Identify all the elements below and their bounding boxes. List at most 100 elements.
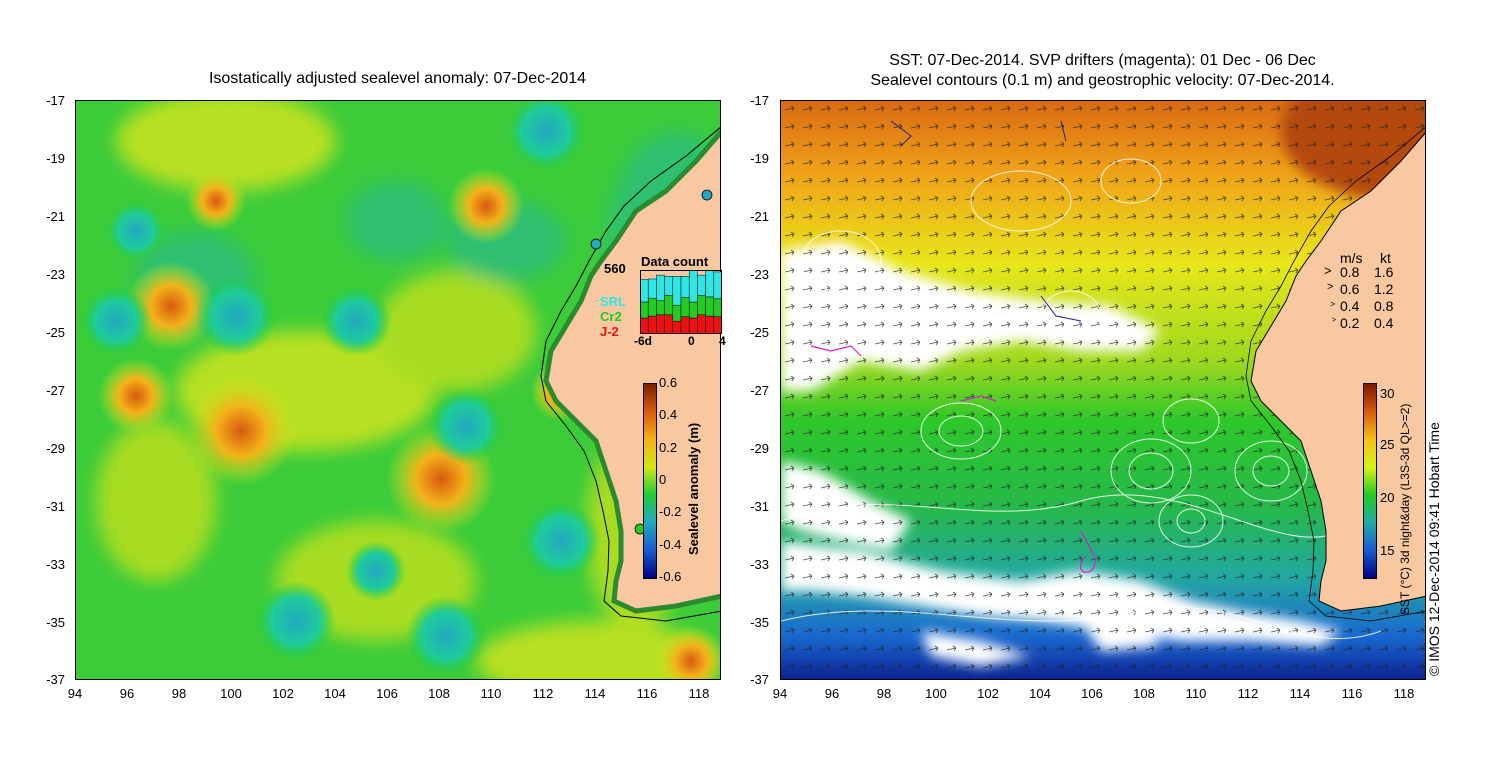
hist-tick: 0 [688,334,695,348]
hist-bar-cr2 [705,296,715,317]
lat-tick: -17 [750,93,769,108]
lon-tick: 112 [532,686,554,701]
cb-tick: 0.6 [659,375,678,390]
cb-tick: 20 [1380,490,1395,505]
lon-tick: 118 [1393,686,1415,701]
hist-bar-j2 [705,315,715,334]
cb-tick: 0.4 [659,407,678,422]
hist-bar-j2 [647,315,657,334]
hist-bar-cr2 [680,297,690,317]
cb-tick: -0.6 [659,569,682,584]
lat-tick: -23 [750,267,769,282]
shelf-contour [540,127,720,622]
lat-tick: -17 [46,93,65,108]
lon-tick: 116 [636,686,658,701]
lon-tick: 108 [428,686,450,701]
sealevel-colorbar-label: Sealevel anomaly (m) [686,422,701,555]
lat-tick: -21 [750,209,769,224]
hist-bar-j2 [713,316,722,334]
hist-bar-cr2 [656,300,665,316]
hist-bar-cr2 [664,295,674,316]
hist-bar-j2 [672,320,682,334]
sst-map[interactable] [780,100,1426,680]
lon-tick: 104 [324,686,346,701]
australia-land [1250,132,1425,612]
hist-bar-srl [640,279,649,303]
hist-bar-srl [713,271,722,300]
velocity-value: 0.6 [1340,281,1360,297]
hist-bar-j2 [688,317,698,334]
lon-tick: 98 [171,686,187,701]
lat-tick: -35 [750,615,769,630]
hist-bar-srl [705,270,715,298]
lat-tick: -31 [750,499,769,514]
velocity-arrow-icon: > [1324,263,1332,278]
hist-bar-j2 [697,314,706,334]
velocity-value: 1.2 [1374,281,1394,297]
hist-bar-cr2 [640,301,649,319]
velocity-arrow-icon: > [1330,299,1336,309]
hist-bar-cr2 [713,298,722,317]
shelf-contour [1245,127,1425,622]
sst-field [781,101,1425,679]
lon-tick: 94 [772,686,788,701]
velocity-value: 1.6 [1374,264,1394,280]
hist-bar-srl [647,278,657,299]
cb-tick: -0.2 [659,504,682,519]
sealevel-anomaly-map[interactable] [75,100,721,680]
hist-bar-j2 [664,314,674,334]
velocity-arrow-icon: > [1332,317,1337,324]
lon-tick: 116 [1341,686,1363,701]
lon-tick: 102 [977,686,999,701]
lat-tick: -35 [46,615,65,630]
hist-bar-cr2 [647,297,657,317]
velocity-value: 0.4 [1374,315,1394,331]
velocity-value: 0.8 [1340,264,1360,280]
lon-tick: 100 [220,686,242,701]
lat-tick: -23 [46,267,65,282]
sealevel-colorbar-scale [643,383,657,579]
coastline [543,129,720,614]
lat-tick: -33 [46,557,65,572]
lon-tick: 94 [67,686,83,701]
lat-tick: -19 [750,151,769,166]
lat-tick: -33 [750,557,769,572]
hist-bar-cr2 [672,304,682,322]
data-count-title: Data count [641,254,709,269]
legend-cr2: Cr2 [600,309,622,324]
lat-tick: -29 [46,441,65,456]
velocity-header-kt: kt [1380,250,1391,266]
sst-colorbar-label: SST (°C) 3d night&day (L3S-3d QL>=2) [1398,403,1412,615]
lat-tick: -29 [750,441,769,456]
hist-bar-cr2 [697,295,706,316]
lat-tick: -19 [46,151,65,166]
lon-tick: 114 [1289,686,1311,701]
left-panel-title: Isostatically adjusted sealevel anomaly:… [208,70,587,87]
legend-j2: J-2 [600,324,619,339]
lon-tick: 110 [480,686,502,701]
lat-tick: -37 [46,672,65,687]
lon-tick: 108 [1133,686,1155,701]
cb-tick: 30 [1380,386,1395,401]
velocity-value: 0.8 [1374,298,1394,314]
lon-tick: 110 [1185,686,1207,701]
lon-tick: 100 [925,686,947,701]
velocity-header-ms: m/s [1340,250,1363,266]
hist-bar-srl [680,276,690,298]
lon-tick: 112 [1237,686,1259,701]
lat-tick: -27 [750,383,769,398]
lon-tick: 104 [1029,686,1051,701]
hist-bar-srl [664,276,674,296]
lon-tick: 106 [376,686,398,701]
australia-land [546,133,720,611]
sealevel-anomaly-field [76,101,720,679]
right-panel-title-line1: SST: 07-Dec-2014. SVP drifters (magenta)… [889,52,1316,69]
lon-tick: 96 [119,686,135,701]
cb-tick: 25 [1380,437,1395,452]
hist-bar-srl [672,276,682,306]
lon-tick: 106 [1081,686,1103,701]
hist-tick: 4 [719,334,726,348]
hist-bar-j2 [680,316,690,334]
lon-tick: 96 [824,686,840,701]
hist-bar-j2 [640,317,649,334]
